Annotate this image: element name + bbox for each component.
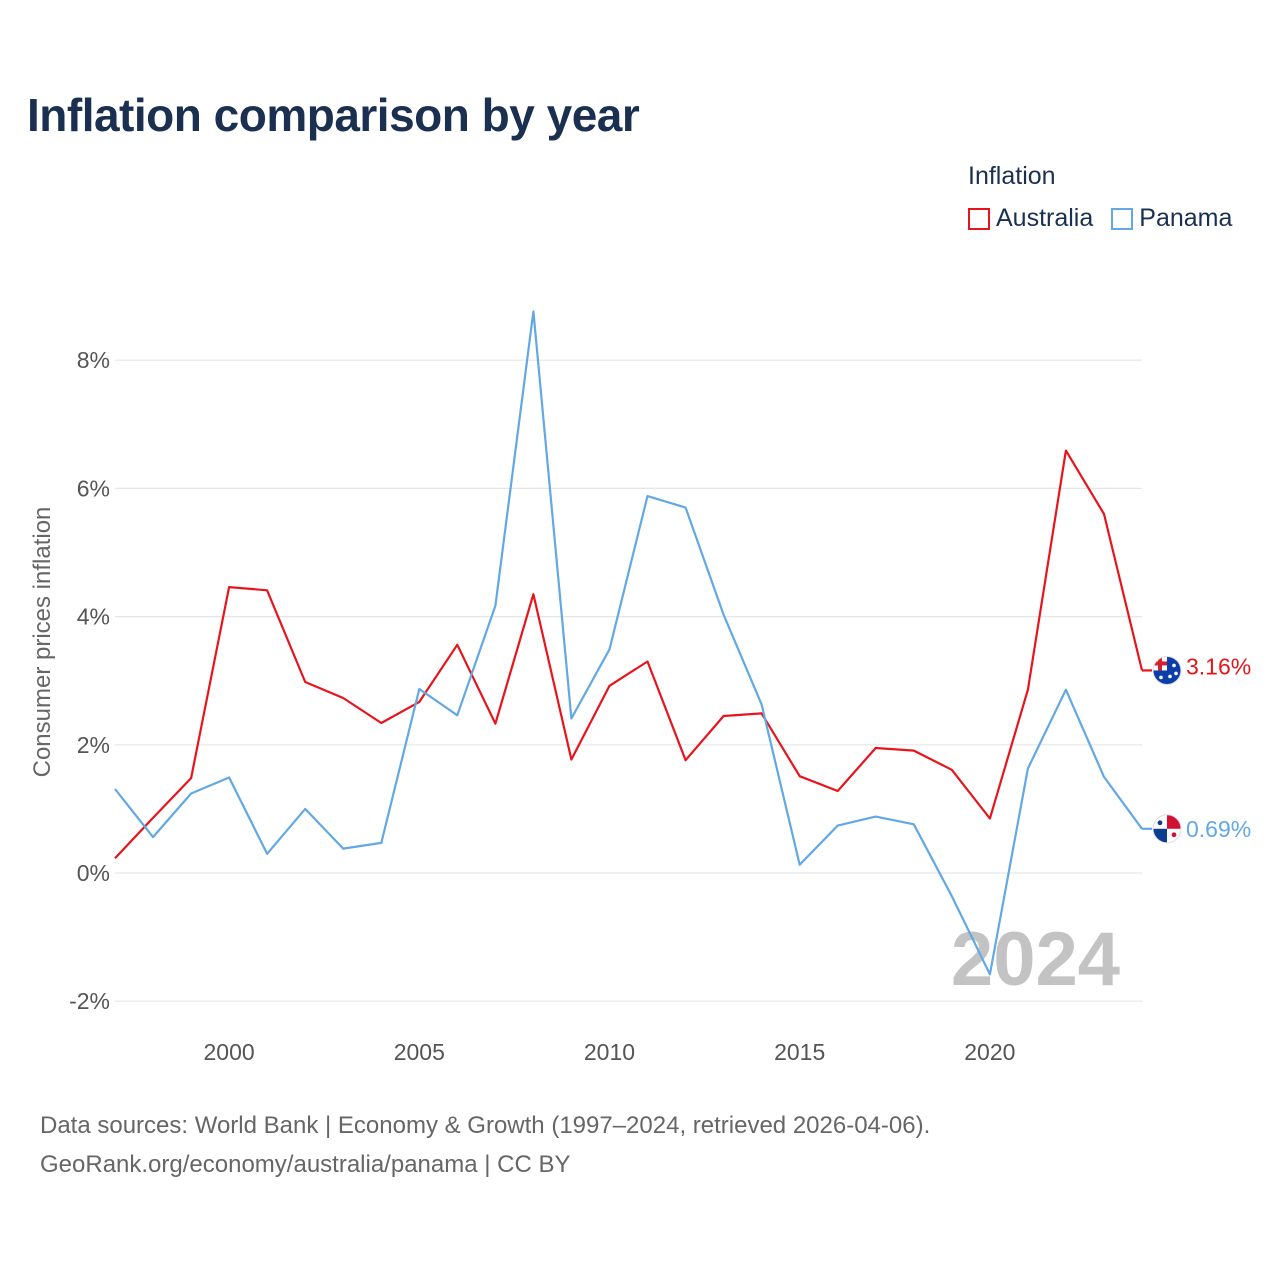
legend-item-australia[interactable]: Australia (968, 204, 1093, 233)
legend-swatch-panama (1111, 207, 1134, 230)
legend-item-panama[interactable]: Panama (1111, 204, 1232, 233)
end-markers: 3.16% 0.69% (1142, 653, 1251, 844)
x-tick-label: 2015 (774, 1039, 825, 1065)
legend-label-australia: Australia (996, 204, 1094, 232)
y-tick-labels: -2% 0% 2% 4% 6% 8% (69, 347, 110, 1014)
legend-title: Inflation (968, 162, 1056, 190)
x-tick-label: 2010 (584, 1039, 635, 1065)
legend-swatch-australia (968, 207, 990, 230)
y-tick-label: -2% (69, 988, 110, 1014)
y-tick-label: 2% (77, 732, 110, 758)
y-tick-label: 4% (77, 604, 110, 630)
legend: Australia Panama (968, 204, 1250, 233)
series-line-australia (114, 449, 1144, 860)
end-value-label-panama: 0.69% (1186, 816, 1251, 842)
end-value-label-australia: 3.16% (1186, 653, 1251, 679)
x-tick-label: 2005 (394, 1039, 445, 1065)
grid-layer (115, 359, 1142, 1002)
y-axis-title: Consumer prices inflation (29, 507, 56, 778)
series-layer (114, 310, 1144, 976)
series-line-panama (114, 310, 1143, 976)
page-title: Inflation comparison by year (27, 89, 640, 141)
legend-label-panama: Panama (1139, 204, 1233, 232)
footer-link[interactable]: GeoRank.org/economy/australia/panama | C… (40, 1151, 571, 1178)
year-watermark: 2024 (951, 917, 1120, 1002)
y-tick-label: 6% (77, 475, 110, 501)
footer: Data sources: World Bank | Economy & Gro… (40, 1106, 930, 1184)
footer-sources: Data sources: World Bank | Economy & Gro… (40, 1112, 931, 1139)
x-tick-label: 2000 (204, 1039, 255, 1065)
australia-flag-icon (1152, 655, 1182, 685)
panama-flag-icon (1152, 814, 1182, 844)
x-tick-label: 2020 (964, 1039, 1015, 1065)
y-tick-label: 8% (77, 347, 110, 373)
y-tick-label: 0% (77, 860, 110, 886)
x-tick-labels: 2000 2005 2010 2015 2020 (204, 1039, 1016, 1065)
